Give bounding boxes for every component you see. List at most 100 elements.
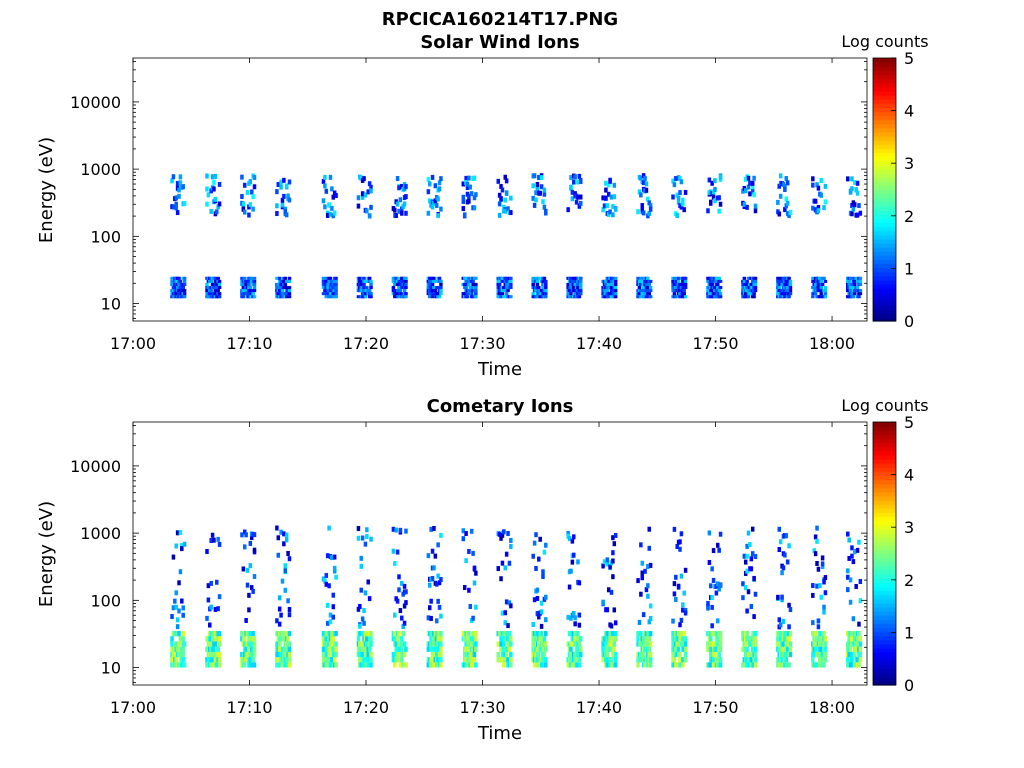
heatmap-cell bbox=[240, 194, 244, 200]
heatmap-cell bbox=[496, 178, 501, 184]
colorbar-segment bbox=[873, 148, 896, 154]
heatmap-cell bbox=[819, 289, 823, 293]
heatmap-cell bbox=[611, 212, 615, 218]
heatmap-cell bbox=[753, 591, 758, 597]
heatmap-cell bbox=[681, 641, 685, 647]
heatmap-cell bbox=[820, 561, 825, 567]
heatmap-cell bbox=[174, 195, 178, 201]
heatmap-cell bbox=[500, 532, 505, 538]
heatmap-cell bbox=[784, 282, 789, 286]
heatmap-cell bbox=[328, 174, 333, 180]
heatmap-cell bbox=[404, 646, 408, 652]
heatmap-cell bbox=[717, 289, 721, 293]
heatmap-cell bbox=[742, 553, 747, 559]
heatmap-cell bbox=[785, 559, 790, 565]
heatmap-cell bbox=[640, 206, 645, 212]
colorbar-label: Log counts bbox=[841, 396, 928, 415]
heatmap-cell bbox=[181, 285, 185, 290]
colorbar-segment bbox=[873, 251, 896, 256]
colorbar-frame bbox=[872, 421, 897, 686]
heatmap-cell bbox=[465, 295, 470, 299]
heatmap-cell bbox=[365, 641, 369, 647]
heatmap-cell bbox=[604, 187, 608, 193]
heatmap-cell bbox=[578, 289, 583, 293]
heatmap-cell bbox=[647, 545, 651, 551]
heatmap-cell bbox=[217, 282, 222, 286]
heatmap-cell bbox=[572, 534, 576, 540]
heatmap-cell bbox=[535, 279, 540, 283]
heatmap-cell bbox=[783, 184, 787, 190]
heatmap-cell bbox=[535, 295, 540, 299]
heatmap-cell bbox=[436, 196, 440, 202]
heatmap-cell bbox=[365, 527, 369, 533]
heatmap-cell bbox=[778, 279, 783, 283]
heatmap-cell bbox=[433, 289, 438, 293]
x-tick-label: 17:40 bbox=[576, 698, 622, 717]
heatmap-cell bbox=[362, 620, 366, 626]
heatmap-cell bbox=[395, 289, 400, 293]
heatmap-cell bbox=[439, 657, 443, 663]
heatmap-cell bbox=[613, 276, 618, 280]
x-tick-label: 18:00 bbox=[809, 334, 855, 353]
heatmap-cell bbox=[544, 657, 548, 663]
heatmap-cell bbox=[363, 590, 368, 596]
heatmap-cell bbox=[858, 657, 863, 663]
heatmap-cell bbox=[788, 279, 793, 283]
heatmap-cell bbox=[716, 282, 720, 286]
heatmap-cell bbox=[784, 657, 789, 663]
colorbar-segment bbox=[873, 430, 896, 435]
heatmap-cell bbox=[647, 526, 651, 532]
heatmap-cell bbox=[247, 592, 251, 598]
heatmap-cell bbox=[439, 206, 443, 212]
colorbar-segment bbox=[873, 623, 896, 629]
heatmap-cell bbox=[535, 657, 540, 663]
heatmap-cell bbox=[439, 279, 443, 283]
heatmap-cell bbox=[209, 538, 213, 544]
heatmap-cell bbox=[822, 579, 826, 585]
heatmap-cell bbox=[210, 636, 215, 642]
heatmap-cell bbox=[850, 657, 854, 663]
heatmap-cell bbox=[542, 191, 547, 197]
heatmap-cell bbox=[750, 551, 755, 557]
heatmap-cell bbox=[788, 641, 793, 647]
x-tick-label: 17:00 bbox=[110, 698, 156, 717]
heatmap-cell bbox=[245, 567, 250, 573]
heatmap-cell bbox=[718, 174, 723, 180]
heatmap-cell bbox=[746, 175, 751, 181]
heatmap-cell bbox=[812, 641, 816, 647]
heatmap-cell bbox=[427, 582, 432, 588]
heatmap-cell bbox=[464, 276, 468, 280]
heatmap-cell bbox=[753, 662, 758, 668]
heatmap-cell bbox=[534, 565, 538, 571]
heatmap-cell bbox=[503, 565, 507, 571]
heatmap-cell bbox=[432, 276, 436, 280]
heatmap-cell bbox=[641, 612, 646, 618]
heatmap-cell bbox=[321, 198, 326, 204]
heatmap-cell bbox=[646, 583, 650, 589]
heatmap-cell bbox=[534, 190, 538, 196]
colorbar-segment bbox=[873, 491, 896, 497]
heatmap-cell bbox=[217, 181, 222, 187]
heatmap-cell bbox=[252, 646, 257, 652]
heatmap-cell bbox=[820, 282, 825, 286]
heatmap-cell bbox=[509, 636, 513, 642]
heatmap-cell bbox=[248, 657, 253, 663]
heatmap-cell bbox=[850, 553, 854, 559]
heatmap-cell bbox=[613, 285, 618, 290]
heatmap-cell bbox=[776, 594, 780, 600]
heatmap-cell bbox=[749, 603, 754, 609]
heatmap-cell bbox=[504, 551, 509, 557]
heatmap-cell bbox=[851, 616, 856, 622]
heatmap-cell bbox=[542, 651, 547, 658]
heatmap-cell bbox=[248, 630, 253, 637]
heatmap-cell bbox=[816, 208, 821, 214]
heatmap-cell bbox=[577, 580, 582, 586]
heatmap-cell bbox=[706, 605, 710, 611]
cometary-panel: Cometary Ions 17:00 17:10 17:20 17:30 17:40 1… bbox=[36, 396, 929, 744]
heatmap-cell bbox=[813, 646, 818, 652]
heatmap-cell bbox=[778, 636, 783, 642]
heatmap-cell bbox=[251, 194, 255, 200]
colorbar-segment bbox=[873, 58, 896, 63]
heatmap-cell bbox=[276, 657, 281, 663]
heatmap-cell bbox=[681, 282, 685, 286]
